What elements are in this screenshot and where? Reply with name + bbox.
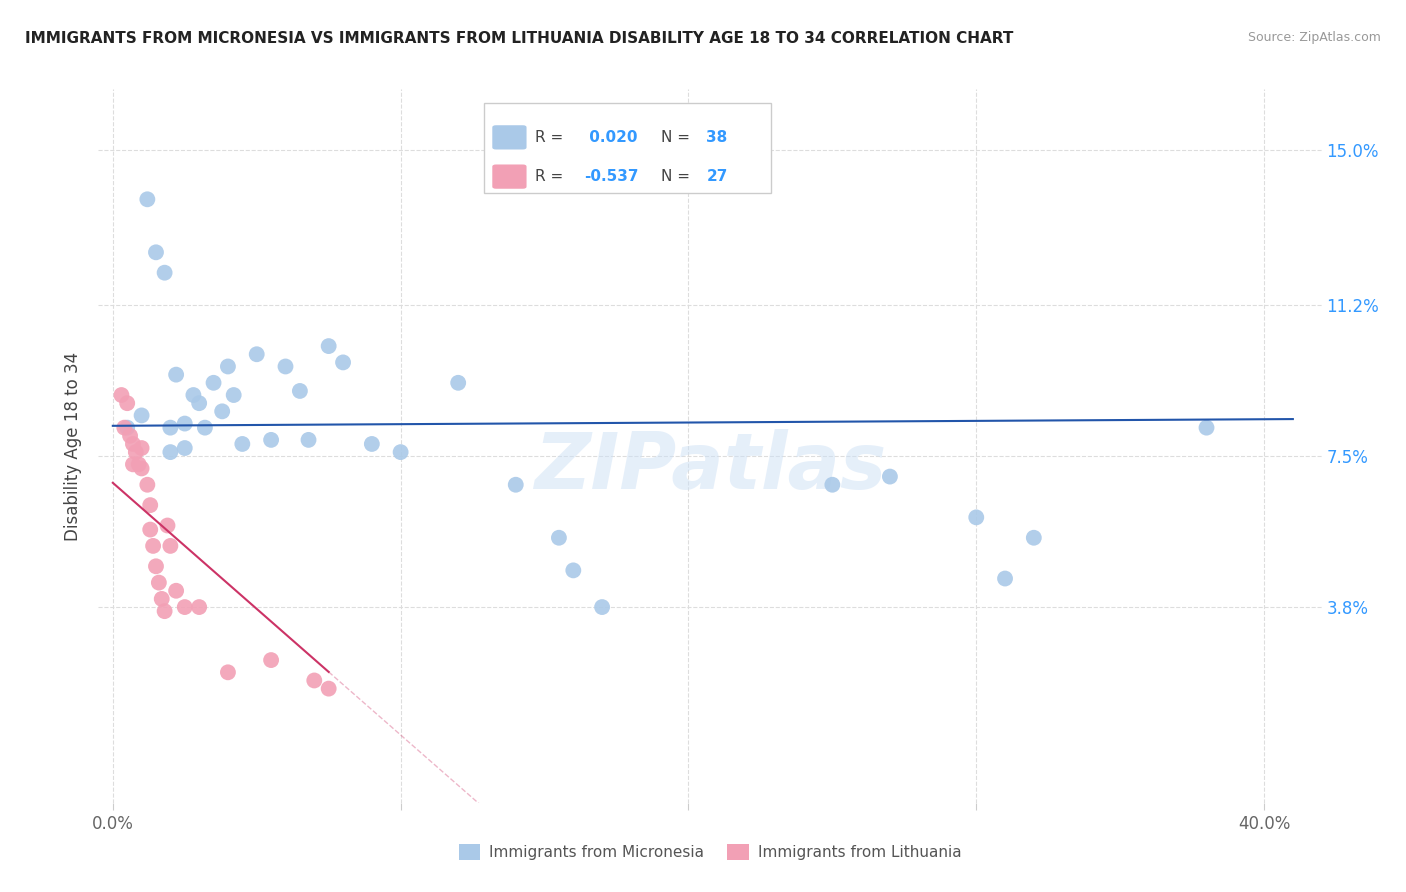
Point [260, 653, 283, 667]
Point [128, 458, 150, 472]
Point [173, 600, 195, 615]
Point [188, 600, 211, 615]
Point [131, 409, 153, 423]
Point [148, 575, 170, 590]
Point [821, 477, 844, 491]
Point [159, 420, 181, 434]
Point [173, 417, 195, 431]
Text: R =: R = [536, 130, 568, 145]
Point [165, 368, 187, 382]
Point [318, 339, 340, 353]
Legend: Immigrants from Micronesia, Immigrants from Lithuania: Immigrants from Micronesia, Immigrants f… [453, 838, 967, 866]
Text: N =: N = [661, 130, 695, 145]
Point [112, 420, 135, 434]
Point [965, 510, 987, 524]
Point [211, 404, 233, 418]
Text: N =: N = [661, 169, 695, 184]
Text: R =: R = [536, 169, 568, 184]
Point [202, 376, 225, 390]
Point [136, 477, 159, 491]
Point [165, 583, 187, 598]
Point [159, 445, 181, 459]
Point [156, 518, 179, 533]
Point [122, 458, 145, 472]
Point [142, 539, 165, 553]
Point [447, 376, 470, 390]
Point [318, 681, 340, 696]
Point [994, 572, 1017, 586]
Point [120, 429, 142, 443]
Text: 38: 38 [706, 130, 728, 145]
Point [183, 388, 205, 402]
Point [274, 359, 297, 374]
Point [139, 498, 162, 512]
Point [222, 388, 245, 402]
Point [159, 539, 181, 553]
Point [297, 433, 319, 447]
Point [150, 591, 173, 606]
Point [389, 445, 412, 459]
Point [115, 396, 138, 410]
Point [260, 433, 283, 447]
Point [332, 355, 354, 369]
Point [360, 437, 382, 451]
Point [1195, 420, 1218, 434]
FancyBboxPatch shape [492, 125, 526, 150]
Text: Source: ZipAtlas.com: Source: ZipAtlas.com [1247, 31, 1381, 45]
Point [153, 604, 176, 618]
Point [879, 469, 901, 483]
FancyBboxPatch shape [492, 164, 526, 189]
Point [122, 437, 145, 451]
Text: ZIPatlas: ZIPatlas [534, 429, 886, 506]
Text: IMMIGRANTS FROM MICRONESIA VS IMMIGRANTS FROM LITHUANIA DISABILITY AGE 18 TO 34 : IMMIGRANTS FROM MICRONESIA VS IMMIGRANTS… [25, 31, 1014, 46]
Point [1022, 531, 1045, 545]
Point [139, 523, 162, 537]
Point [145, 245, 167, 260]
Point [591, 600, 613, 615]
Point [136, 192, 159, 206]
Point [217, 665, 239, 680]
Y-axis label: Disability Age 18 to 34: Disability Age 18 to 34 [65, 351, 83, 541]
Point [505, 477, 527, 491]
Point [115, 420, 138, 434]
Text: 0.020: 0.020 [583, 130, 637, 145]
Point [217, 359, 239, 374]
Point [131, 461, 153, 475]
FancyBboxPatch shape [484, 103, 772, 193]
Point [562, 563, 585, 577]
Text: -0.537: -0.537 [583, 169, 638, 184]
Point [153, 266, 176, 280]
Point [194, 420, 217, 434]
Point [548, 531, 571, 545]
Point [131, 441, 153, 455]
Point [304, 673, 326, 688]
Point [145, 559, 167, 574]
Text: 27: 27 [706, 169, 728, 184]
Point [110, 388, 132, 402]
Point [231, 437, 253, 451]
Point [125, 445, 148, 459]
Point [173, 441, 195, 455]
Point [288, 384, 311, 398]
Point [188, 396, 211, 410]
Point [246, 347, 269, 361]
